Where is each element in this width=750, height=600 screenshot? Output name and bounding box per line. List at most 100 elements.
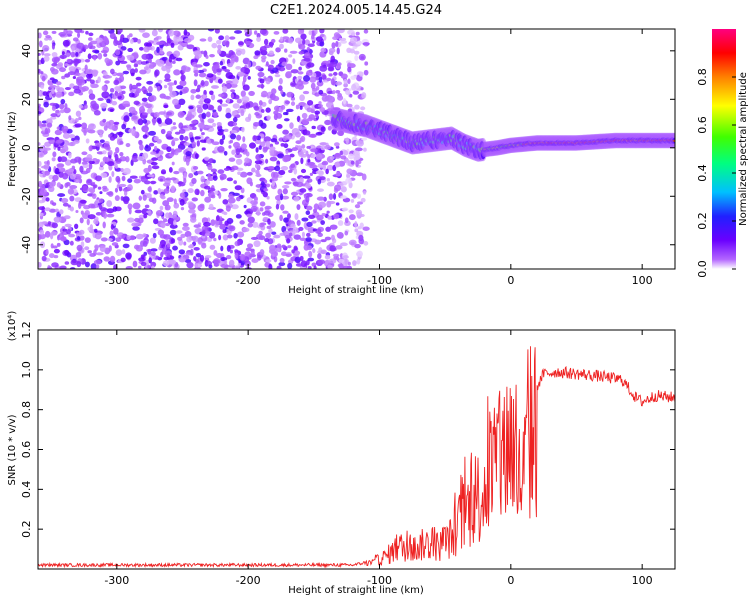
noise-speckle: [309, 76, 317, 83]
noise-speckle: [307, 266, 312, 269]
noise-speckle: [317, 104, 323, 108]
noise-speckle: [305, 205, 313, 211]
noise-speckle: [191, 120, 198, 124]
noise-speckle: [269, 221, 276, 228]
noise-speckle: [256, 84, 265, 88]
noise-speckle: [173, 170, 180, 175]
noise-speckle: [259, 78, 265, 84]
noise-speckle: [84, 237, 91, 243]
noise-speckle: [300, 33, 307, 40]
noise-speckle: [223, 150, 228, 156]
noise-speckle: [217, 129, 225, 133]
noise-speckle: [94, 232, 102, 240]
noise-speckle: [62, 202, 69, 207]
noise-speckle: [126, 64, 132, 71]
noise-speckle: [97, 97, 104, 102]
noise-speckle: [146, 174, 155, 178]
noise-speckle: [233, 94, 240, 100]
noise-speckle: [320, 145, 326, 151]
noise-speckle: [312, 228, 318, 232]
noise-speckle: [172, 98, 179, 105]
noise-speckle: [123, 103, 131, 108]
noise-speckle: [131, 156, 139, 163]
noise-speckle: [45, 34, 52, 39]
noise-speckle: [344, 258, 348, 265]
noise-speckle: [255, 65, 262, 70]
noise-speckle: [64, 261, 70, 265]
snr-y-tick-label: 1.2: [20, 321, 33, 339]
noise-speckle: [87, 214, 96, 220]
noise-speckle: [298, 226, 304, 231]
noise-speckle: [182, 222, 189, 227]
noise-speckle: [114, 153, 119, 161]
noise-speckle: [158, 29, 163, 33]
noise-speckle: [84, 209, 91, 217]
noise-speckle: [259, 249, 265, 256]
snr-x-tick-label: -100: [367, 574, 392, 587]
noise-speckle: [172, 216, 181, 221]
noise-speckle: [266, 115, 271, 120]
noise-speckle: [49, 66, 55, 72]
noise-speckle: [269, 146, 276, 151]
noise-speckle: [233, 180, 237, 185]
noise-speckle: [109, 255, 116, 263]
noise-speckle: [305, 237, 312, 242]
noise-speckle: [165, 222, 170, 227]
noise-speckle: [118, 185, 123, 192]
noise-speckle: [224, 35, 230, 41]
noise-speckle: [64, 87, 72, 91]
noise-speckle: [76, 244, 83, 252]
noise-speckle: [68, 66, 76, 72]
noise-speckle: [150, 265, 155, 269]
noise-speckle: [307, 117, 313, 122]
noise-speckle: [53, 248, 60, 254]
noise-speckle: [166, 197, 174, 203]
noise-speckle: [161, 56, 168, 61]
snr-x-tick-label: 0: [507, 574, 514, 587]
noise-speckle: [212, 122, 217, 127]
noise-speckle: [293, 181, 299, 187]
noise-speckle: [91, 181, 96, 186]
noise-speckle: [256, 209, 261, 216]
noise-speckle: [324, 119, 332, 126]
noise-speckle: [313, 203, 319, 210]
noise-speckle: [309, 172, 314, 177]
noise-speckle: [179, 134, 184, 141]
noise-speckle: [333, 71, 338, 76]
noise-speckle: [323, 34, 327, 41]
noise-speckle: [143, 213, 148, 219]
noise-speckle: [76, 42, 85, 49]
noise-speckle: [345, 177, 352, 184]
noise-speckle: [40, 71, 44, 75]
noise-speckle: [195, 94, 202, 99]
noise-speckle: [56, 126, 60, 130]
noise-speckle: [38, 221, 44, 229]
noise-speckle: [63, 107, 71, 114]
noise-speckle: [168, 29, 175, 37]
noise-speckle: [352, 260, 357, 267]
noise-speckle: [183, 172, 188, 178]
noise-speckle: [269, 150, 275, 157]
noise-speckle: [335, 81, 343, 86]
noise-speckle: [126, 235, 131, 241]
noise-speckle: [87, 53, 92, 60]
noise-speckle: [179, 192, 186, 198]
noise-speckle: [336, 63, 341, 70]
noise-speckle: [51, 43, 55, 50]
noise-speckle: [255, 184, 262, 188]
noise-speckle: [51, 105, 56, 111]
noise-speckle: [106, 191, 113, 196]
noise-speckle: [47, 221, 52, 225]
noise-speckle: [217, 131, 224, 136]
noise-speckle: [42, 45, 50, 52]
noise-speckle: [318, 89, 324, 95]
noise-speckle: [285, 149, 289, 155]
noise-speckle: [199, 254, 205, 262]
noise-speckle: [208, 203, 214, 210]
noise-speckle: [150, 248, 158, 252]
snr-y-tick-label: 0.6: [20, 441, 33, 459]
noise-speckle: [298, 43, 306, 50]
noise-speckle: [253, 105, 260, 111]
noise-speckle: [264, 238, 270, 243]
noise-speckle: [95, 37, 103, 43]
